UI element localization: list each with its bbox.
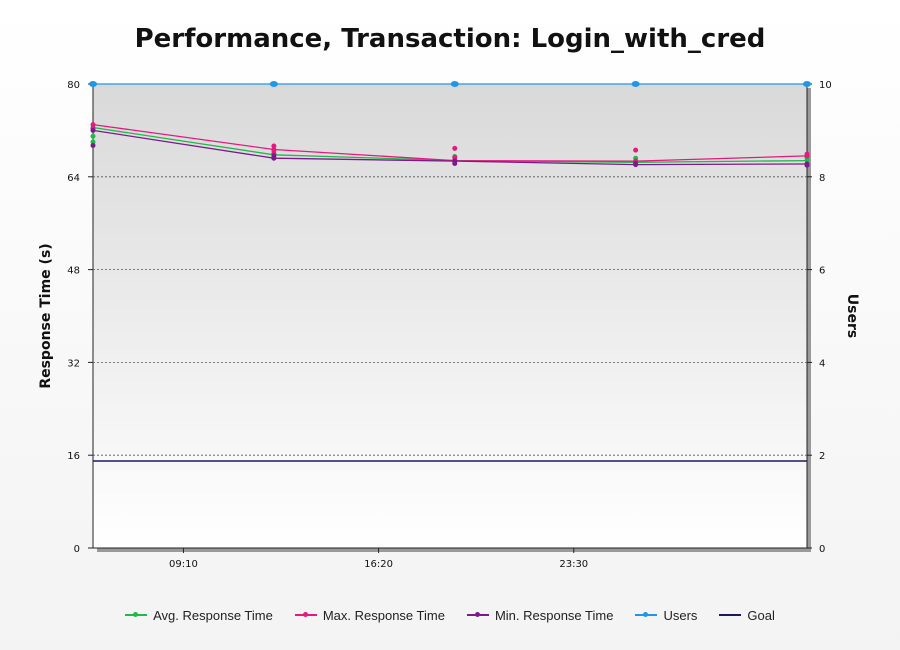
data-point-avg-response-time	[90, 139, 96, 145]
data-point-max-response-time	[452, 155, 458, 161]
legend-label: Min. Response Time	[494, 607, 614, 623]
data-point-users	[803, 81, 811, 87]
y2-tick-label: 2	[819, 451, 825, 462]
y-tick-label: 32	[67, 358, 80, 369]
y-tick-label: 16	[67, 451, 80, 462]
data-point-users	[631, 81, 640, 87]
data-point-users	[450, 81, 459, 87]
legend-item-min-response-time: Min. Response Time	[466, 607, 614, 623]
y-tick-label: 80	[67, 80, 80, 91]
data-point-min-response-time	[271, 153, 277, 159]
legend-swatch	[125, 612, 148, 617]
legend-item-avg-response-time: Avg. Response Time	[125, 608, 273, 623]
legend-label: Goal	[747, 607, 775, 623]
y2-tick-label: 6	[819, 266, 825, 277]
data-point-max-response-time	[633, 147, 639, 153]
chart-title: Performance, Transaction: Login_with_cre…	[135, 24, 766, 54]
y2-tick-label: 4	[819, 358, 825, 369]
y-tick-label: 64	[67, 173, 80, 184]
x-tick-label: 09:10	[169, 559, 198, 570]
data-point-max-response-time	[452, 145, 458, 151]
legend-label: Max. Response Time	[322, 607, 445, 623]
legend-swatch	[466, 612, 489, 617]
legend-label: Avg. Response Time	[153, 607, 273, 623]
y2-tick-label: 8	[819, 173, 825, 184]
chart-legend: Avg. Response Time Max. Response Time Min.…	[0, 603, 900, 627]
y2-tick-label: 10	[819, 80, 832, 91]
plot-area: 0 16 32 48 64 80 0 2 4 6 8 10 09:10 16:20 23:30	[67, 80, 831, 570]
data-point-max-response-time	[271, 143, 277, 149]
y-axis-label: Response Time (s)	[38, 243, 54, 388]
data-point-min-response-time	[90, 142, 96, 148]
data-point-max-response-time	[90, 122, 96, 128]
data-point-max-response-time	[804, 151, 810, 157]
legend-item-max-response-time: Max. Response Time	[294, 607, 445, 623]
legend-swatch	[635, 612, 658, 617]
data-point-max-response-time	[271, 147, 277, 153]
data-point-min-response-time	[633, 160, 639, 166]
data-point-users	[269, 81, 278, 87]
legend-item-goal: Goal	[719, 607, 775, 623]
y2-tick-label: 0	[819, 544, 825, 555]
legend-item-users: Users	[635, 608, 697, 623]
y-tick-label: 0	[74, 544, 80, 555]
legend-swatch	[719, 614, 742, 616]
x-tick-label: 23:30	[559, 559, 588, 570]
y-tick-label: 48	[67, 266, 80, 277]
data-point-min-response-time	[804, 162, 810, 168]
legend-swatch	[294, 612, 317, 617]
data-point-min-response-time	[90, 127, 96, 133]
x-tick-label: 16:20	[364, 559, 393, 570]
plot-background	[92, 83, 808, 549]
legend-label: Users	[663, 607, 698, 623]
data-point-users	[89, 81, 97, 87]
data-point-min-response-time	[452, 160, 458, 166]
data-point-avg-response-time	[90, 133, 96, 139]
y2-axis-label: Users	[844, 294, 860, 338]
